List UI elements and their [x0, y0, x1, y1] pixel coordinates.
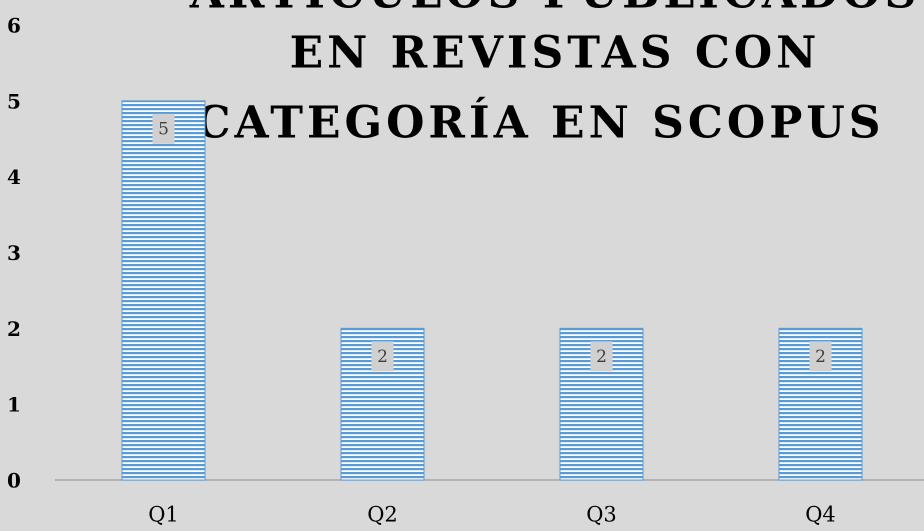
value-label-box	[371, 341, 394, 372]
x-tick-label: Q4	[805, 503, 836, 527]
value-label: 2	[815, 347, 826, 367]
value-label-box	[152, 113, 175, 144]
value-label-box	[809, 341, 832, 372]
x-tick-label: Q2	[367, 503, 398, 527]
x-tick-label: Q3	[586, 503, 617, 527]
y-tick-label: 4	[7, 165, 21, 189]
value-label-box	[590, 341, 613, 372]
chart-title: ARTÍCULOS PUBLICADOS	[189, 0, 921, 19]
value-label: 2	[596, 347, 607, 367]
y-tick-label: 2	[7, 317, 21, 341]
x-tick-label: Q1	[148, 503, 179, 527]
chart-title: EN REVISTAS CON	[290, 28, 821, 79]
y-tick-label: 3	[7, 241, 21, 265]
y-tick-label: 1	[7, 393, 21, 417]
value-label: 5	[158, 119, 169, 139]
y-tick-label: 5	[7, 89, 21, 113]
bar	[121, 100, 206, 481]
chart-title: CATEGORÍA EN SCOPUS	[196, 96, 885, 149]
y-tick-label: 6	[7, 14, 21, 38]
value-label: 2	[377, 347, 388, 367]
y-tick-label: 0	[7, 469, 21, 493]
